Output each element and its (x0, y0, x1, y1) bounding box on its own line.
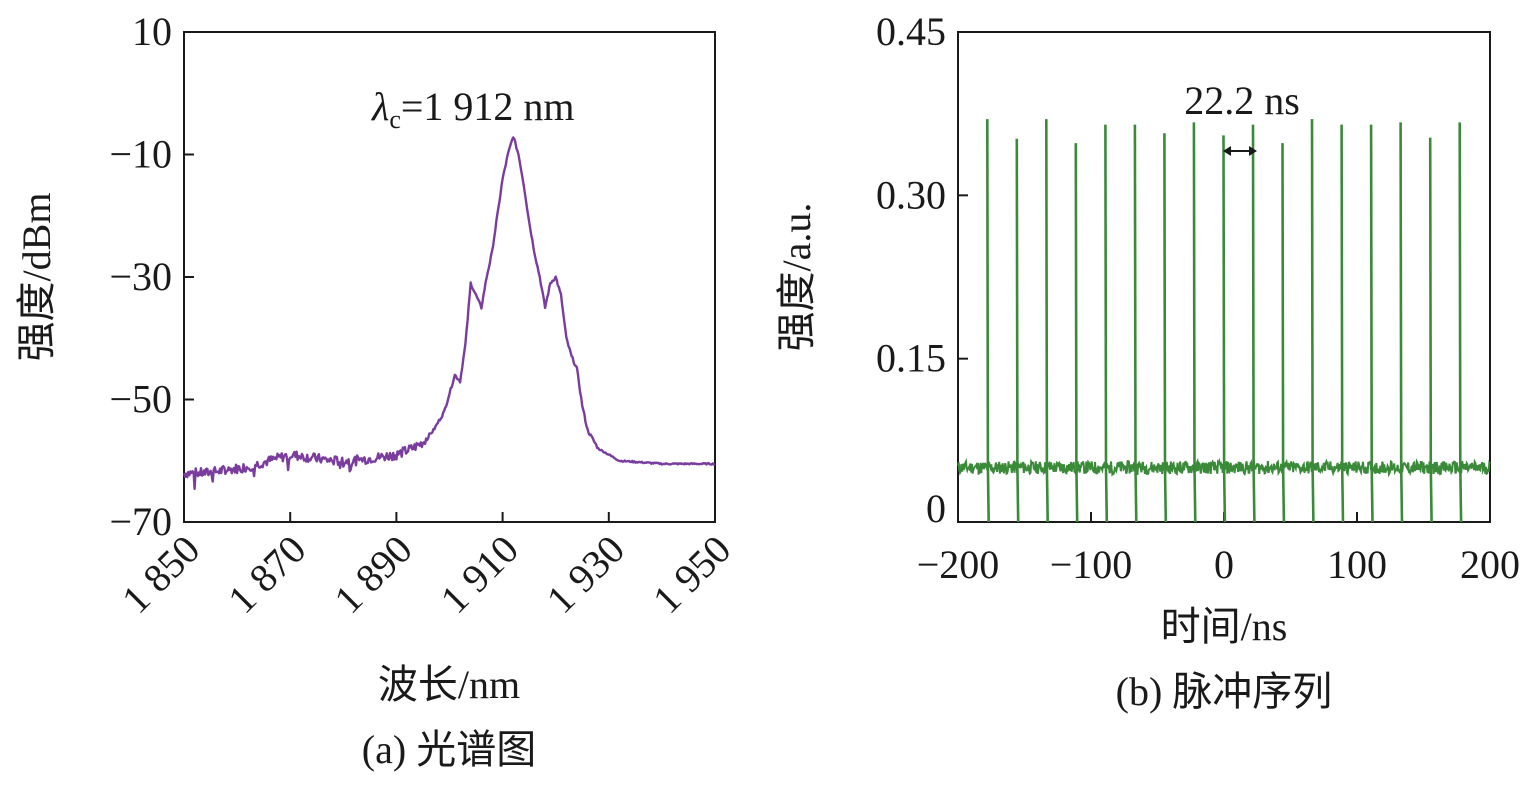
y-tick-label: −30 (109, 254, 172, 299)
pulse-spike (1045, 119, 1049, 523)
panel-b-pulse-train: 0 0.15 0.30 0.45 −200 −100 0 100 200 22.2 ns 强度… (774, 9, 1520, 714)
panel-b-period-annotation: 22.2 ns (1184, 78, 1300, 123)
panel-a-y-axis-label: 强度/dBm (14, 193, 59, 362)
x-tick-label: −100 (1050, 542, 1133, 587)
pulse-spike (1074, 143, 1079, 523)
pulse-spike (1458, 122, 1463, 523)
pulse-spike (1222, 135, 1227, 523)
pulse-spike (1340, 124, 1345, 523)
panel-a-caption: (a) 光谱图 (362, 727, 536, 772)
pulse-spike (1428, 137, 1433, 523)
pulse-spike (1399, 122, 1404, 523)
panel-b-caption: (b) 脉冲序列 (1116, 669, 1333, 714)
y-tick-label: 0 (926, 486, 946, 531)
y-tick-label: 10 (132, 9, 172, 54)
y-tick-label: 0.30 (876, 172, 946, 217)
x-tick-label: 1 890 (325, 527, 420, 622)
pulse-spike (1192, 122, 1197, 523)
panel-b-y-axis-label: 强度/a.u. (774, 203, 819, 352)
pulse-spike (986, 119, 990, 523)
x-tick-label: 1 910 (432, 527, 527, 622)
pulse-spike (1015, 138, 1020, 523)
pulse-spike (1163, 133, 1168, 523)
panel-a-peak-annotation: λc=1 912 nm (371, 84, 575, 134)
pulse-spike (1133, 124, 1138, 523)
panel-b-y-ticks: 0 0.15 0.30 0.45 (876, 9, 968, 531)
panel-b-x-axis-label: 时间/ns (1161, 604, 1288, 649)
y-tick-label: −10 (109, 132, 172, 177)
panel-a-x-ticks: 1 850 1 870 1 890 1 910 1 930 1 950 (113, 512, 739, 622)
x-tick-label: 1 870 (219, 527, 314, 622)
y-tick-label: 0.45 (876, 9, 946, 54)
pulse-spike (1251, 124, 1256, 523)
panel-b-signal (957, 119, 1491, 523)
x-tick-label: −200 (917, 542, 1000, 587)
pulse-spike (1310, 119, 1315, 523)
x-tick-label: 0 (1214, 542, 1234, 587)
y-tick-label: 0.15 (876, 336, 946, 381)
x-tick-label: 1 930 (538, 527, 633, 622)
pulse-spike (1369, 124, 1374, 523)
period-arrow (1223, 146, 1257, 156)
pulse-spike (1281, 143, 1286, 523)
y-tick-label: −50 (109, 377, 172, 422)
x-tick-label: 100 (1327, 542, 1387, 587)
panel-a-x-axis-label: 波长/nm (378, 662, 520, 707)
panel-a-spectrum-line (182, 136, 716, 490)
y-tick-label: −70 (109, 499, 172, 544)
panel-b-x-ticks: −200 −100 0 100 200 (917, 512, 1520, 587)
x-tick-label: 200 (1460, 542, 1520, 587)
pulse-spike (1104, 124, 1109, 523)
panel-a-y-ticks: 10 −10 −30 −50 −70 (109, 9, 194, 544)
panel-a-spectrum: 10 −10 −30 −50 −70 1 850 1 870 1 890 1 910 1 930… (14, 9, 739, 772)
x-tick-label: 1 950 (644, 527, 739, 622)
